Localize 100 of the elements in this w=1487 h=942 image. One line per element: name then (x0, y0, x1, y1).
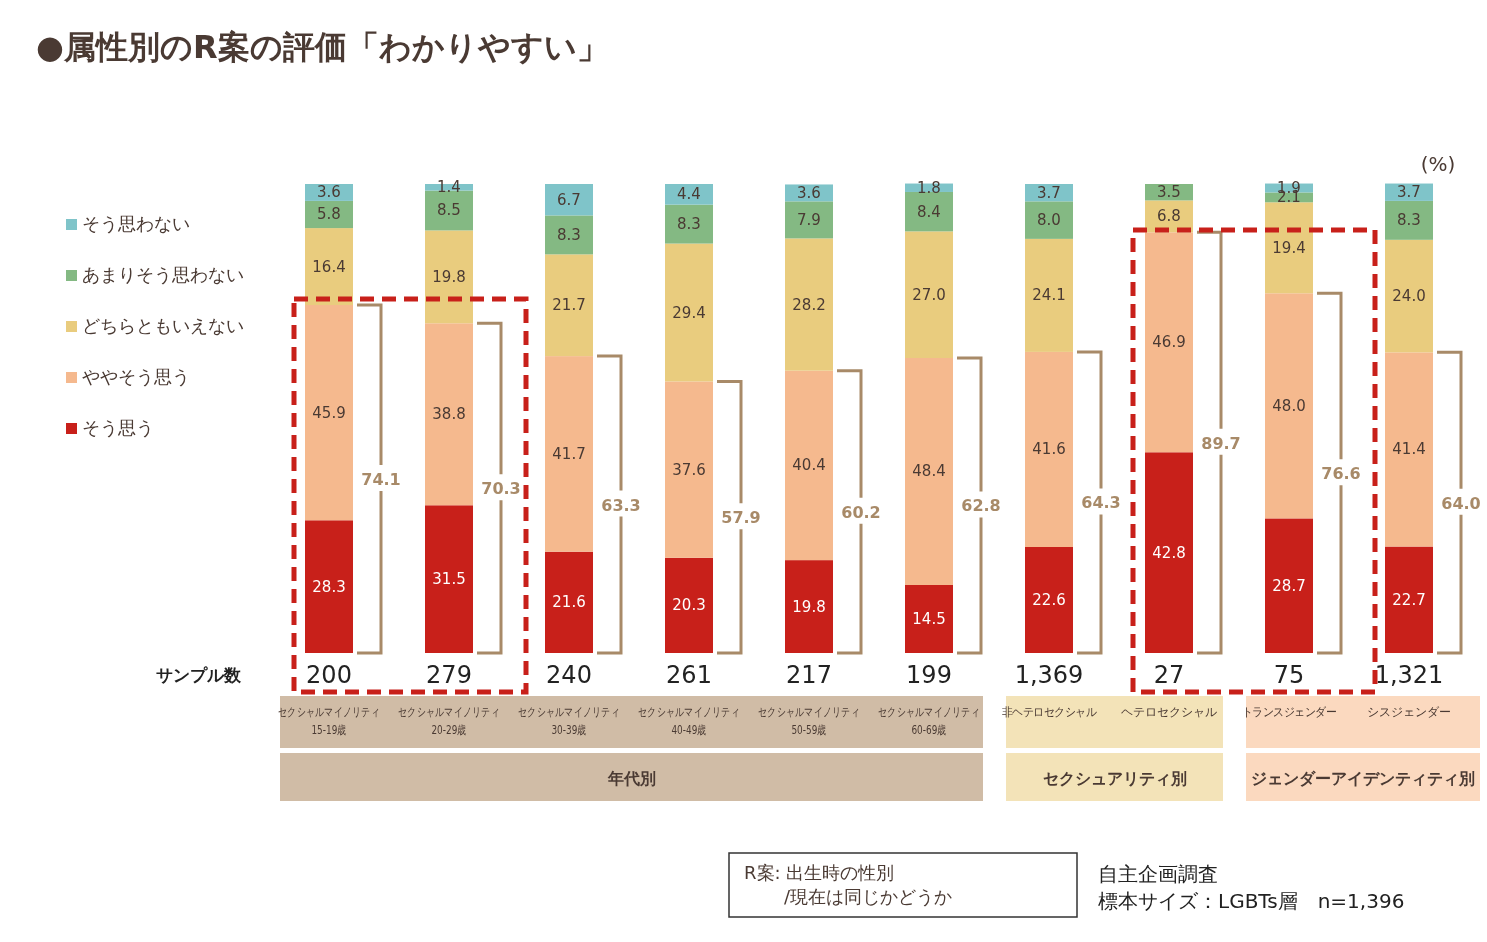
text: R案: 出生時の性別 (744, 862, 895, 883)
text: 年代別 (606, 769, 656, 788)
bar (905, 231, 953, 358)
bar (545, 356, 593, 552)
bar (785, 370, 833, 561)
bar (1145, 452, 1193, 653)
x-tick-label: セクシャルマイノリティ30-39歳 (517, 704, 621, 737)
data-label: 20.3 (672, 596, 706, 615)
bar (545, 215, 593, 255)
bar (1385, 239, 1433, 353)
annotation: 57.9 (721, 508, 761, 528)
data-label: 3.7 (1037, 183, 1061, 202)
text: 199 (906, 661, 952, 689)
data-label: 1.4 (437, 178, 461, 197)
data-label: 6.7 (557, 190, 581, 209)
data-label: 41.6 (1032, 440, 1066, 459)
annotation: 60.2 (841, 502, 881, 522)
data-label: 8.5 (437, 201, 461, 220)
data-label: 5.8 (317, 205, 341, 224)
data-label: 24.0 (1392, 287, 1426, 306)
annotation: 74.1 (361, 470, 401, 489)
data-label: 8.3 (677, 215, 701, 234)
data-label: 19.4 (1272, 238, 1306, 257)
text: 261 (666, 661, 712, 689)
annotation: 76.6 (1321, 464, 1361, 484)
text: /現在は同じかどうか (784, 886, 953, 907)
annotation: 64.0 (1441, 493, 1481, 513)
data-label: 21.7 (552, 296, 586, 315)
bar (1025, 201, 1073, 239)
x-tick-label: シスジェンダー (1367, 705, 1451, 719)
data-label: 8.3 (557, 225, 581, 244)
data-label: 22.6 (1032, 591, 1066, 609)
data-label: 40.4 (792, 456, 826, 475)
data-label: 3.6 (797, 183, 821, 202)
bar (305, 305, 353, 521)
annotation: 63.3 (601, 495, 641, 515)
bar (1025, 238, 1073, 352)
data-label: 46.9 (1152, 333, 1186, 352)
bar (425, 505, 473, 653)
bar (305, 520, 353, 653)
data-label: 28.2 (792, 295, 826, 314)
bar (1385, 546, 1433, 653)
y-axis-title: (%) (1420, 152, 1456, 176)
text: 1,369 (1014, 661, 1084, 689)
legend-label: どちらともいえない (82, 315, 244, 336)
annotation: 64.3 (1081, 493, 1121, 513)
data-label: 24.1 (1032, 286, 1066, 305)
chart-title: ●属性別のR案の評価「わかりやすい」 (36, 28, 609, 66)
data-label: 3.5 (1157, 183, 1181, 202)
bar (1025, 547, 1073, 653)
bar (425, 190, 473, 231)
legend-label: あまりそう思わない (82, 264, 244, 285)
data-label: 4.4 (677, 185, 701, 204)
data-label: 48.4 (912, 462, 946, 481)
text: 標本サイズ：LGBTs層 n=1,396 (1098, 889, 1405, 913)
bar (545, 551, 593, 653)
bar (1145, 232, 1193, 453)
data-label: 19.8 (792, 597, 826, 616)
data-label: 27.0 (912, 285, 946, 304)
data-label: 6.8 (1157, 207, 1181, 226)
text: 200 (306, 661, 352, 689)
bar (1385, 352, 1433, 547)
text: 240 (546, 661, 592, 689)
bar (425, 230, 473, 324)
text: 75 (1273, 661, 1305, 689)
bar (1265, 202, 1313, 294)
data-label: 16.4 (312, 257, 346, 276)
annotation: 70.3 (481, 479, 521, 499)
text: ジェンダーアイデンティティ別 (1251, 769, 1475, 788)
text: 217 (786, 661, 832, 689)
data-label: 3.6 (317, 183, 341, 202)
legend-label: ややそう思う (82, 366, 190, 387)
data-label: 14.5 (912, 610, 946, 628)
data-label: 45.9 (312, 403, 346, 422)
data-label: 28.3 (312, 577, 346, 596)
bar (305, 228, 353, 305)
legend-label: そう思う (82, 417, 154, 438)
bar (545, 254, 593, 357)
x-tick-label: セクシャルマイノリティ20-29歳 (397, 704, 501, 737)
bar (785, 560, 833, 653)
bar (785, 238, 833, 371)
legend-label: そう思わない (82, 213, 190, 234)
bar (1265, 518, 1313, 653)
data-label: 41.4 (1392, 440, 1426, 459)
data-label: 1.8 (917, 178, 941, 197)
data-label: 21.6 (552, 593, 586, 612)
text: 1,321 (1374, 661, 1444, 689)
data-label: 48.0 (1272, 396, 1306, 415)
data-label: 38.8 (432, 405, 466, 424)
data-label: 41.7 (552, 444, 586, 463)
x-tick-label: セクシャルマイノリティ50-59歳 (757, 704, 861, 737)
bar (905, 358, 953, 585)
bar (1025, 351, 1073, 548)
data-label: 42.8 (1152, 543, 1186, 562)
text: 自主企画調査 (1098, 862, 1218, 886)
bar (665, 381, 713, 558)
text: 279 (426, 661, 472, 689)
bar (425, 323, 473, 506)
data-label: 8.4 (917, 202, 941, 221)
x-tick-label: ヘテロセクシャル (1121, 705, 1217, 719)
